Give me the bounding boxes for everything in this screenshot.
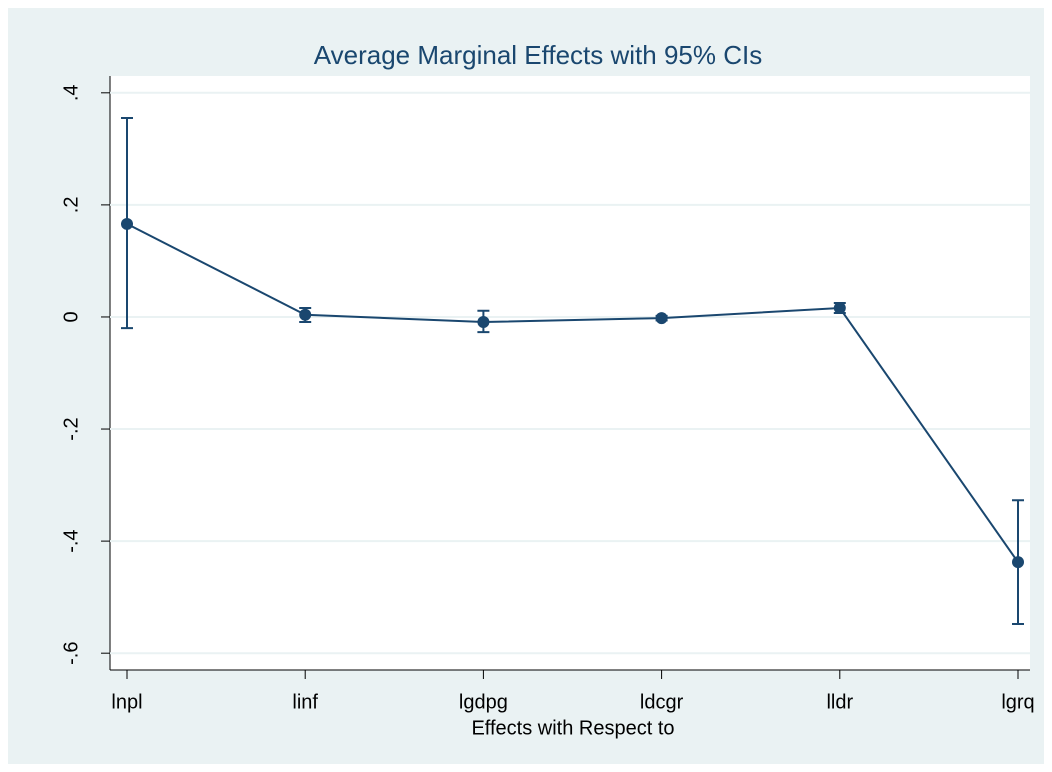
y-tick-label: -.2 xyxy=(60,417,82,440)
point xyxy=(833,301,846,314)
x-axis-title: Effects with Respect to xyxy=(471,717,674,739)
x-tick-label: lldr xyxy=(826,691,853,713)
x-tick-label: lgdpg xyxy=(459,691,508,713)
line xyxy=(126,223,1019,563)
plot-region xyxy=(110,76,1030,670)
y-tick-label: .4 xyxy=(60,84,82,101)
y-tick-label: 0 xyxy=(60,311,82,322)
point xyxy=(655,312,668,325)
point xyxy=(1012,556,1024,569)
y-tick-label: -.6 xyxy=(60,642,82,665)
chart-title: Average Marginal Effects with 95% CIs xyxy=(314,40,762,70)
x-tick-label: lnpl xyxy=(111,691,142,713)
x-tick-label: ldcgr xyxy=(640,691,684,713)
point xyxy=(121,217,133,230)
point xyxy=(477,316,490,329)
point xyxy=(299,308,312,321)
y-tick-label: -.4 xyxy=(60,529,82,552)
x-tick-label: linf xyxy=(292,691,318,713)
y-tick-label: .2 xyxy=(60,197,82,214)
x-tick-label: lgrq xyxy=(1001,691,1034,713)
